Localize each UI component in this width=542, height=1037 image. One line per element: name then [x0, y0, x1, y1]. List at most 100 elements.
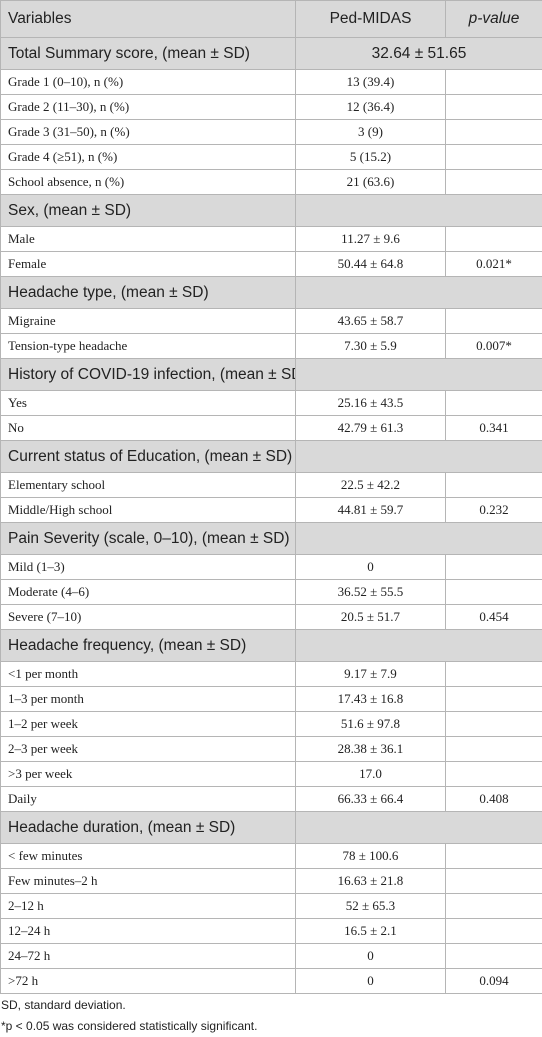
row-p-empty — [446, 555, 542, 580]
row-label: 1–2 per week — [1, 712, 296, 737]
section-row: Headache frequency, (mean ± SD) — [1, 630, 542, 662]
row-p-empty — [446, 762, 542, 787]
row-p-empty — [446, 145, 542, 170]
header-cell: Ped-MIDAS — [296, 1, 446, 38]
row-value: 50.44 ± 64.8 — [296, 252, 446, 277]
row-value: 0 — [296, 555, 446, 580]
row-label: Grade 1 (0–10), n (%) — [1, 70, 296, 95]
section-empty — [296, 277, 542, 309]
row-label: No — [1, 416, 296, 441]
row-value: 13 (39.4) — [296, 70, 446, 95]
row-label: Yes — [1, 391, 296, 416]
section-title: Current status of Education, (mean ± SD) — [1, 441, 296, 473]
row-value: 44.81 ± 59.7 — [296, 498, 446, 523]
row-label: 2–3 per week — [1, 737, 296, 762]
section-empty — [296, 812, 542, 844]
row-label: Middle/High school — [1, 498, 296, 523]
row-label: Grade 2 (11–30), n (%) — [1, 95, 296, 120]
section-value: 32.64 ± 51.65 — [296, 38, 542, 70]
row-p-empty — [446, 473, 542, 498]
row-label: Grade 3 (31–50), n (%) — [1, 120, 296, 145]
row-value: 7.30 ± 5.9 — [296, 334, 446, 359]
row-value: 5 (15.2) — [296, 145, 446, 170]
row-value: 17.0 — [296, 762, 446, 787]
section-title: Sex, (mean ± SD) — [1, 195, 296, 227]
row-value: 21 (63.6) — [296, 170, 446, 195]
row-value: 25.16 ± 43.5 — [296, 391, 446, 416]
row-value: 42.79 ± 61.3 — [296, 416, 446, 441]
row-p-empty — [446, 309, 542, 334]
section-row: Headache type, (mean ± SD) — [1, 277, 542, 309]
data-row: Mild (1–3)0 — [1, 555, 542, 580]
row-value: 17.43 ± 16.8 — [296, 687, 446, 712]
row-value: 78 ± 100.6 — [296, 844, 446, 869]
section-row: History of COVID-19 infection, (mean ± S… — [1, 359, 542, 391]
footnote: SD, standard deviation. — [1, 995, 542, 1016]
row-value: 51.6 ± 97.8 — [296, 712, 446, 737]
row-p-empty — [446, 869, 542, 894]
row-value: 0 — [296, 969, 446, 994]
header-cell: p-value — [446, 1, 542, 38]
row-p-value: 0.007* — [446, 334, 542, 359]
row-p-empty — [446, 944, 542, 969]
row-p-empty — [446, 894, 542, 919]
row-label: Grade 4 (≥51), n (%) — [1, 145, 296, 170]
section-title: Pain Severity (scale, 0–10), (mean ± SD) — [1, 523, 296, 555]
row-value: 66.33 ± 66.4 — [296, 787, 446, 812]
row-p-value: 0.232 — [446, 498, 542, 523]
row-label: 2–12 h — [1, 894, 296, 919]
row-p-value: 0.454 — [446, 605, 542, 630]
row-p-empty — [446, 70, 542, 95]
row-p-empty — [446, 662, 542, 687]
row-p-value: 0.094 — [446, 969, 542, 994]
data-row: Grade 4 (≥51), n (%)5 (15.2) — [1, 145, 542, 170]
row-value: 16.63 ± 21.8 — [296, 869, 446, 894]
row-label: Mild (1–3) — [1, 555, 296, 580]
row-label: Elementary school — [1, 473, 296, 498]
row-label: 1–3 per month — [1, 687, 296, 712]
row-label: Tension-type headache — [1, 334, 296, 359]
row-label: Male — [1, 227, 296, 252]
row-value: 9.17 ± 7.9 — [296, 662, 446, 687]
row-value: 20.5 ± 51.7 — [296, 605, 446, 630]
row-p-empty — [446, 227, 542, 252]
row-p-empty — [446, 919, 542, 944]
section-row: Current status of Education, (mean ± SD) — [1, 441, 542, 473]
row-value: 3 (9) — [296, 120, 446, 145]
row-p-value: 0.341 — [446, 416, 542, 441]
row-label: Moderate (4–6) — [1, 580, 296, 605]
section-title: Headache type, (mean ± SD) — [1, 277, 296, 309]
footnote: *p < 0.05 was considered statistically s… — [1, 1016, 542, 1037]
row-p-empty — [446, 737, 542, 762]
header-cell: Variables — [1, 1, 296, 38]
row-label: >3 per week — [1, 762, 296, 787]
row-p-empty — [446, 712, 542, 737]
row-label: Daily — [1, 787, 296, 812]
section-empty — [296, 523, 542, 555]
section-title: History of COVID-19 infection, (mean ± S… — [1, 359, 296, 391]
data-row: Grade 3 (31–50), n (%)3 (9) — [1, 120, 542, 145]
section-empty — [296, 359, 542, 391]
row-value: 22.5 ± 42.2 — [296, 473, 446, 498]
section-title: Headache duration, (mean ± SD) — [1, 812, 296, 844]
row-label: Female — [1, 252, 296, 277]
row-p-value: 0.408 — [446, 787, 542, 812]
row-label: 24–72 h — [1, 944, 296, 969]
row-label: <1 per month — [1, 662, 296, 687]
